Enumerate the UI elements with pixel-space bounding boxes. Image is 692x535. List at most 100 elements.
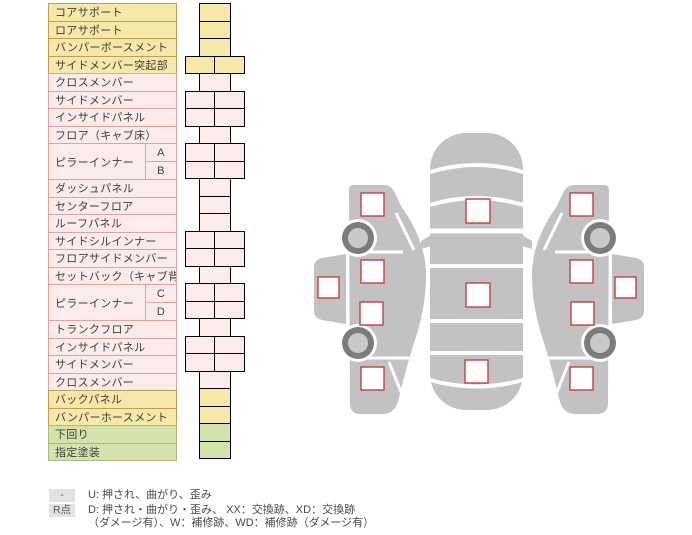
- part-row: サイドメンバー: [48, 355, 177, 374]
- damage-cell[interactable]: [199, 195, 231, 214]
- part-label: 指定塗装: [55, 446, 101, 459]
- damage-marker[interactable]: [465, 198, 491, 224]
- damage-cell[interactable]: [199, 405, 231, 424]
- damage-cell[interactable]: [214, 143, 245, 162]
- part-row: ピラーインナー C D: [48, 284, 177, 321]
- part-row: インサイドパネル: [48, 108, 177, 127]
- part-sub-label: A: [157, 146, 165, 159]
- part-label: フロアサイドメンバー: [55, 253, 168, 266]
- damage-cell[interactable]: [199, 440, 231, 459]
- damage-cell-row: [185, 248, 245, 267]
- damage-cell-row: [185, 388, 245, 407]
- damage-cell[interactable]: [214, 283, 245, 302]
- damage-cell-row: [185, 143, 245, 162]
- part-row: セットバック（キャブ背）: [48, 266, 177, 285]
- damage-cell[interactable]: [214, 300, 245, 319]
- part-row: クロスメンバー: [48, 372, 177, 391]
- legend-text-u: U: 押され、曲がり、歪み: [88, 489, 212, 501]
- damage-cell-row: [185, 440, 245, 459]
- damage-cell[interactable]: [214, 353, 245, 372]
- damage-cell[interactable]: [214, 160, 245, 179]
- damage-cell-row: [185, 265, 245, 284]
- damage-cell[interactable]: [214, 90, 245, 109]
- damage-cell[interactable]: [185, 90, 215, 109]
- damage-cell[interactable]: [214, 248, 245, 267]
- part-label: ロアサポート: [55, 24, 123, 37]
- damage-cell[interactable]: [199, 125, 231, 144]
- part-label: 下回り: [55, 429, 89, 442]
- damage-marker[interactable]: [569, 259, 594, 284]
- right-mirror-icon: [522, 235, 532, 249]
- part-label: バンパーホースメント: [55, 411, 168, 424]
- part-row: クロスメンバー: [48, 73, 177, 92]
- part-row: ダッシュパネル: [48, 179, 177, 198]
- part-row: バンパーホースメント: [48, 407, 177, 426]
- damage-cell-row: [185, 90, 245, 109]
- damage-marker[interactable]: [359, 301, 384, 326]
- damage-cell[interactable]: [199, 318, 231, 337]
- damage-marker[interactable]: [360, 366, 385, 391]
- part-label: クロスメンバー: [55, 77, 135, 90]
- damage-cell[interactable]: [199, 370, 231, 389]
- damage-marker[interactable]: [317, 276, 340, 299]
- damage-cell[interactable]: [185, 248, 215, 267]
- damage-cell[interactable]: [199, 20, 231, 39]
- damage-cell-row: [185, 213, 245, 232]
- part-label: ダッシュパネル: [55, 183, 135, 196]
- legend: - U: 押され、曲がり、歪み R点 D: 押され・曲がり・歪み、 XX：交換跡…: [44, 489, 374, 532]
- damage-cell[interactable]: [185, 353, 215, 372]
- damage-cell[interactable]: [185, 108, 215, 127]
- parts-table: コアサポート ロアサポート バンパーボースメント サイドメンバー突起部 クロスメンバーサ…: [48, 3, 177, 461]
- part-row: 指定塗装: [48, 442, 177, 461]
- damage-marker[interactable]: [465, 282, 491, 308]
- damage-cell-row: [185, 318, 245, 337]
- damage-marker[interactable]: [569, 192, 594, 217]
- car-top-view: [421, 133, 532, 410]
- car-damage-diagram: [312, 133, 646, 416]
- damage-cell[interactable]: [185, 300, 215, 319]
- damage-cell-row: [185, 178, 245, 197]
- part-label: バンパーボースメント: [55, 42, 168, 55]
- damage-cell[interactable]: [199, 38, 231, 57]
- damage-cell[interactable]: [199, 213, 231, 232]
- damage-cell[interactable]: [185, 160, 215, 179]
- part-sub-label: C: [156, 287, 166, 300]
- damage-cell-row: [185, 73, 245, 92]
- damage-cell-row: [185, 55, 245, 74]
- damage-cell[interactable]: [185, 143, 215, 162]
- part-label: ピラーインナー: [55, 156, 135, 169]
- damage-cell[interactable]: [185, 335, 215, 354]
- part-row: フロアサイドメンバー: [48, 249, 177, 268]
- legend-badge-r: R点: [48, 503, 76, 517]
- damage-marker[interactable]: [360, 259, 385, 284]
- damage-cell[interactable]: [199, 388, 231, 407]
- damage-cell-column: [185, 3, 245, 459]
- damage-cell[interactable]: [185, 55, 215, 74]
- damage-cell[interactable]: [199, 265, 231, 284]
- damage-cell[interactable]: [199, 73, 231, 92]
- legend-row-r: R点 D: 押され・曲がり・歪み、 XX：交換跡、XD：交換跡 （ダメージ有）、…: [44, 503, 375, 531]
- damage-marker[interactable]: [569, 366, 594, 391]
- damage-marker[interactable]: [570, 301, 595, 326]
- damage-marker[interactable]: [614, 276, 637, 299]
- damage-cell-row: [185, 300, 245, 319]
- damage-marker[interactable]: [464, 359, 489, 384]
- damage-cell[interactable]: [214, 335, 245, 354]
- damage-cell-row: [185, 38, 245, 57]
- legend-text-r2: （ダメージ有）、W：補修跡、WD：補修跡（ダメージ有）: [88, 517, 375, 529]
- part-row: コアサポート: [48, 3, 177, 22]
- damage-cell[interactable]: [199, 423, 231, 442]
- damage-markers: [317, 192, 637, 391]
- damage-cell[interactable]: [214, 108, 245, 127]
- part-row: センターフロア: [48, 196, 177, 215]
- damage-cell[interactable]: [214, 55, 245, 74]
- damage-cell[interactable]: [199, 178, 231, 197]
- part-sub-label: B: [146, 161, 176, 179]
- damage-cell[interactable]: [185, 283, 215, 302]
- damage-cell-row: [185, 108, 245, 127]
- damage-cell[interactable]: [214, 230, 245, 249]
- damage-cell[interactable]: [199, 3, 231, 22]
- damage-marker[interactable]: [360, 192, 385, 217]
- part-label: ルーフパネル: [55, 218, 123, 231]
- damage-cell[interactable]: [185, 230, 215, 249]
